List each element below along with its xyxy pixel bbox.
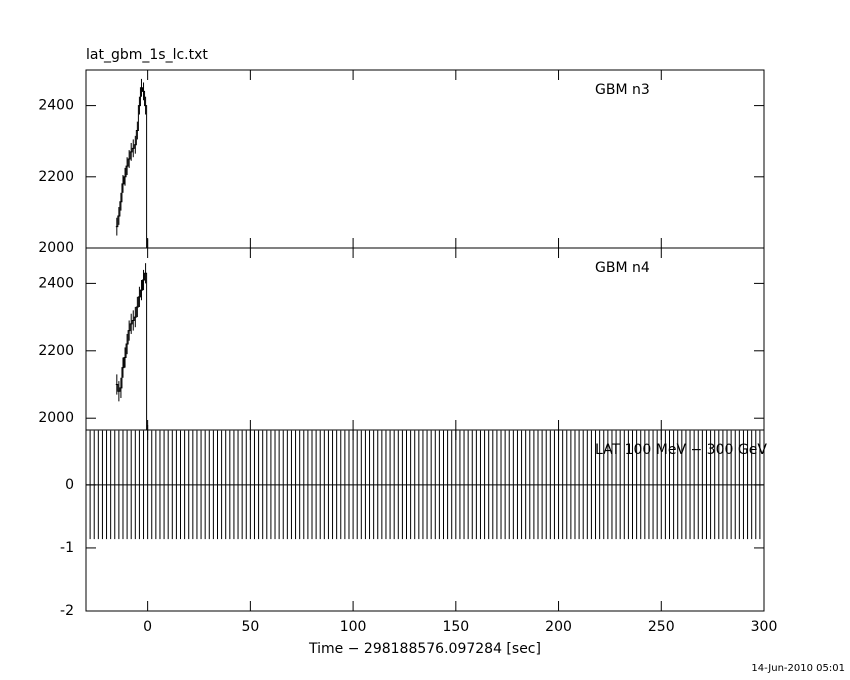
panel-label: GBM n3 bbox=[595, 82, 650, 98]
x-tick-label: 300 bbox=[751, 619, 778, 635]
panel-frame bbox=[85, 69, 765, 249]
x-tick-label: 50 bbox=[241, 619, 259, 635]
panel-frame bbox=[85, 247, 765, 431]
y-tick-label: 2000 bbox=[38, 240, 74, 256]
series bbox=[86, 430, 764, 540]
x-tick-label: 150 bbox=[442, 619, 469, 635]
chart-title: lat_gbm_1s_lc.txt bbox=[86, 47, 208, 63]
y-tick-label: -2 bbox=[60, 603, 74, 619]
x-tick-label: 0 bbox=[143, 619, 152, 635]
y-tick-label: 2000 bbox=[38, 410, 74, 426]
light-curve bbox=[115, 272, 148, 430]
series bbox=[115, 78, 149, 248]
light-curve bbox=[115, 87, 149, 248]
footer: 14-Jun-2010 05:01 bbox=[751, 663, 845, 674]
x-tick-label: 200 bbox=[545, 619, 572, 635]
x-axis-label: Time − 298188576.097284 [sec] bbox=[308, 641, 541, 657]
x-tick-label: 100 bbox=[340, 619, 367, 635]
y-tick-label: -1 bbox=[60, 540, 74, 556]
y-tick-label: 0 bbox=[65, 477, 74, 493]
y-tick-label: 2200 bbox=[38, 169, 74, 185]
x-tick-label: 250 bbox=[648, 619, 675, 635]
y-tick-label: 2400 bbox=[38, 98, 74, 114]
panel-label: GBM n4 bbox=[595, 260, 650, 276]
y-tick-label: 2200 bbox=[38, 343, 74, 359]
y-tick-label: 2400 bbox=[38, 275, 74, 291]
panel-label: LAT 100 MeV − 300 GeV bbox=[595, 442, 767, 458]
series bbox=[115, 263, 149, 430]
